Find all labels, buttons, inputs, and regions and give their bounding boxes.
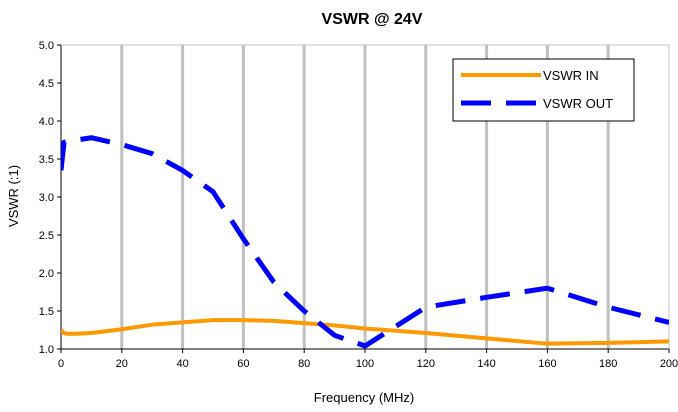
legend: VSWR IN VSWR OUT bbox=[453, 59, 634, 121]
x-tick-label: 100 bbox=[356, 358, 374, 370]
x-tick-label: 20 bbox=[116, 358, 128, 370]
y-tick-label: 5.0 bbox=[39, 40, 54, 52]
y-tick-label: 1.5 bbox=[39, 306, 54, 318]
x-tick-label: 140 bbox=[477, 358, 495, 370]
y-tick-label: 2.0 bbox=[39, 268, 54, 280]
y-tick-label: 4.0 bbox=[39, 116, 54, 128]
x-tick-label: 160 bbox=[538, 358, 556, 370]
y-tick-label: 2.5 bbox=[39, 230, 54, 242]
x-tick-label: 40 bbox=[176, 358, 188, 370]
x-tick-label: 60 bbox=[237, 358, 249, 370]
x-tick-label: 0 bbox=[58, 358, 64, 370]
y-tick-label: 1.0 bbox=[39, 344, 54, 356]
x-tick-label: 200 bbox=[660, 358, 678, 370]
y-tick-label: 3.0 bbox=[39, 192, 54, 204]
y-axis-tick-labels: 1.0 1.5 2.0 2.5 3.0 3.5 4.0 4.5 5.0 bbox=[39, 40, 61, 356]
chart-title: VSWR @ 24V bbox=[322, 11, 423, 28]
x-axis-title: Frequency (MHz) bbox=[314, 390, 414, 405]
x-axis-tick-labels: 0 20 40 60 80 100 120 140 160 180 200 bbox=[58, 349, 678, 370]
legend-label-vswr-in: VSWR IN bbox=[543, 68, 599, 83]
y-tick-label: 4.5 bbox=[39, 78, 54, 90]
x-tick-label: 120 bbox=[417, 358, 435, 370]
legend-label-vswr-out: VSWR OUT bbox=[543, 96, 613, 111]
x-tick-label: 180 bbox=[599, 358, 617, 370]
x-tick-label: 80 bbox=[298, 358, 310, 370]
y-tick-label: 3.5 bbox=[39, 154, 54, 166]
y-axis-title: VSWR (:1) bbox=[6, 165, 21, 227]
